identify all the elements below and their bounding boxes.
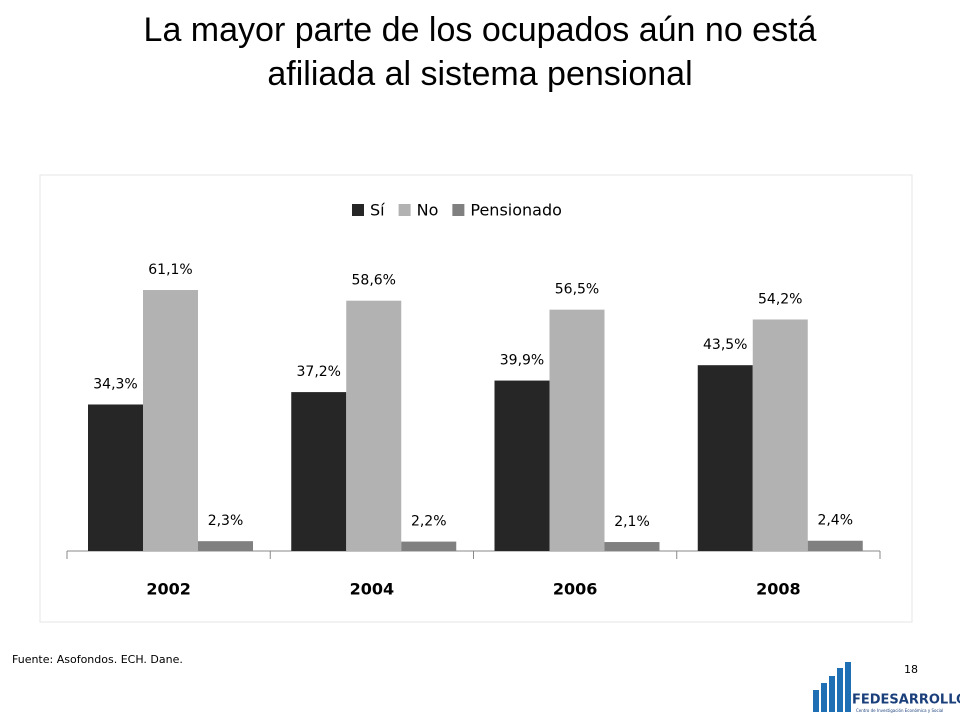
x-tick-label: 2008 <box>756 580 801 599</box>
bar <box>807 540 863 551</box>
bar <box>291 392 347 551</box>
value-label: 37,2% <box>297 364 341 380</box>
bar <box>549 309 605 551</box>
legend-label: Sí <box>370 201 385 220</box>
bar <box>697 365 753 551</box>
bar <box>604 542 660 551</box>
title-line: La mayor parte de los ocupados aún no es… <box>144 11 817 49</box>
value-label: 2,1% <box>614 514 650 530</box>
legend-label: No <box>417 201 439 220</box>
logo: FEDESARROLLO Centro de Investigación Eco… <box>813 662 960 713</box>
x-tick-label: 2002 <box>146 580 191 599</box>
x-tick-label: 2004 <box>350 580 395 599</box>
value-label: 58,6% <box>352 273 396 289</box>
bar <box>198 541 253 551</box>
bar <box>494 380 550 551</box>
logo-subtitle: Centro de Investigación Económica y Soci… <box>856 708 943 713</box>
value-label: 39,9% <box>500 353 544 369</box>
value-label: 61,1% <box>148 262 192 278</box>
value-label: 2,2% <box>411 514 447 530</box>
value-label: 56,5% <box>555 282 599 298</box>
value-label: 2,3% <box>208 513 244 529</box>
value-label: 54,2% <box>758 291 802 307</box>
value-label: 2,4% <box>817 513 853 529</box>
logo-text: FEDESARROLLO <box>852 693 960 708</box>
x-tick-label: 2006 <box>553 580 598 599</box>
bar <box>88 404 143 551</box>
value-label: 43,5% <box>703 337 747 353</box>
bar <box>346 300 402 551</box>
page-number: 18 <box>904 663 918 676</box>
bar <box>752 319 808 551</box>
value-label: 34,3% <box>93 376 137 392</box>
legend-swatch <box>452 204 465 216</box>
legend-swatch <box>398 204 411 216</box>
title-line: afiliada al sistema pensional <box>267 55 692 93</box>
legend-swatch <box>352 204 364 216</box>
bar <box>401 541 457 551</box>
source-note: Fuente: Asofondos. ECH. Dane. <box>12 653 183 666</box>
legend-label: Pensionado <box>470 201 562 220</box>
bar <box>143 290 198 551</box>
